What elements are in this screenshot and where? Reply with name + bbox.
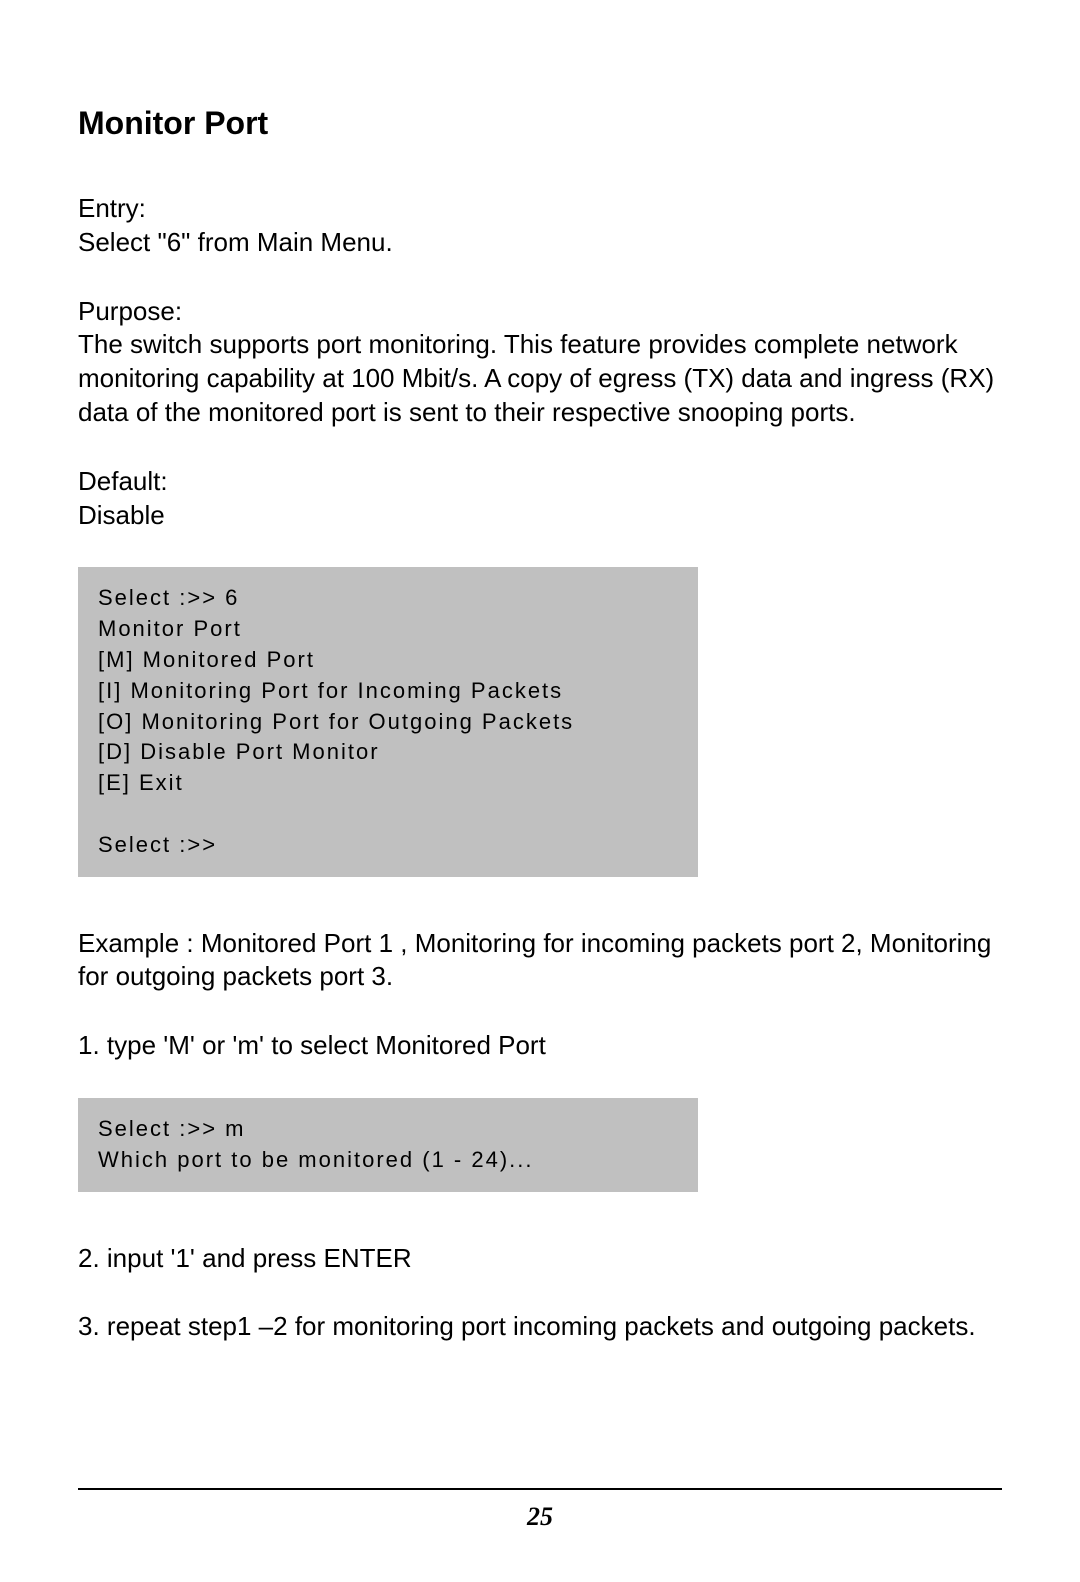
default-section: Default: Disable (78, 465, 1002, 533)
entry-text: Select "6" from Main Menu. (78, 226, 1002, 260)
footer-divider (78, 1488, 1002, 1490)
entry-section: Entry: Select "6" from Main Menu. (78, 192, 1002, 260)
page-number: 25 (78, 1502, 1002, 1532)
purpose-label: Purpose: (78, 295, 1002, 329)
step-2: 2. input '1' and press ENTER (78, 1242, 1002, 1276)
code-block-menu: Select :>> 6 Monitor Port [M] Monitored … (78, 567, 698, 876)
page-footer: 25 (78, 1488, 1002, 1532)
example-text: Example : Monitored Port 1 , Monitoring … (78, 927, 1002, 995)
entry-label: Entry: (78, 192, 1002, 226)
step-1: 1. type 'M' or 'm' to select Monitored P… (78, 1029, 1002, 1063)
page-title: Monitor Port (78, 105, 1002, 142)
default-label: Default: (78, 465, 1002, 499)
default-text: Disable (78, 499, 1002, 533)
step-3: 3. repeat step1 –2 for monitoring port i… (78, 1310, 1002, 1344)
code-block-prompt: Select :>> m Which port to be monitored … (78, 1098, 698, 1192)
purpose-section: Purpose: The switch supports port monito… (78, 295, 1002, 430)
purpose-text: The switch supports port monitoring. Thi… (78, 328, 1002, 429)
